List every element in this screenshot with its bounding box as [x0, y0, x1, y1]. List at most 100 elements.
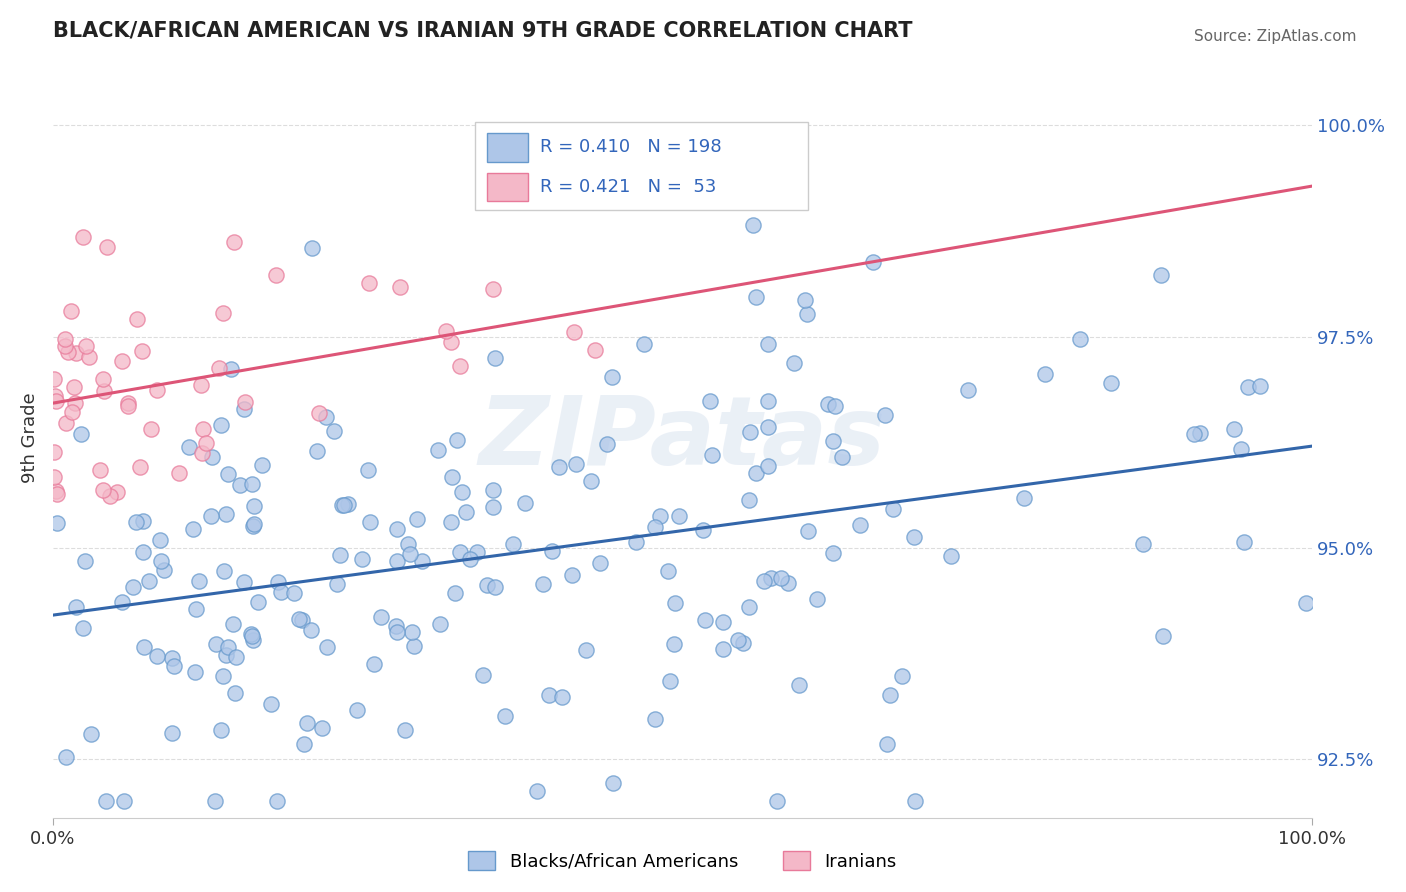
- Point: [46, 516, 69, 531]
- Point: [633, 337, 655, 351]
- Point: [315, 409, 337, 424]
- Point: [711, 642, 734, 657]
- Point: [131, 343, 153, 358]
- Text: R = 0.421   N =  53: R = 0.421 N = 53: [540, 178, 717, 196]
- Point: [112, 795, 135, 809]
- Point: [190, 378, 212, 392]
- Point: [384, 619, 406, 633]
- Point: [429, 616, 451, 631]
- Point: [756, 337, 779, 351]
- Point: [1182, 427, 1205, 442]
- Point: [132, 545, 155, 559]
- FancyBboxPatch shape: [488, 172, 527, 202]
- Point: [240, 629, 263, 643]
- Point: [1249, 378, 1271, 392]
- Point: [72, 230, 94, 244]
- Point: [215, 507, 238, 521]
- Point: [200, 508, 222, 523]
- Legend: Blacks/African Americans, Iranians: Blacks/African Americans, Iranians: [461, 844, 904, 878]
- Point: [60, 404, 83, 418]
- Point: [1033, 368, 1056, 382]
- Point: [224, 686, 246, 700]
- Point: [738, 493, 761, 508]
- Point: [823, 434, 845, 448]
- Point: [596, 437, 619, 451]
- Point: [733, 636, 755, 650]
- Point: [451, 485, 474, 500]
- Point: [770, 571, 793, 585]
- Point: [957, 383, 980, 397]
- Point: [1236, 380, 1258, 394]
- Point: [55, 750, 77, 764]
- Point: [77, 350, 100, 364]
- Point: [766, 795, 789, 809]
- Point: [53, 338, 76, 352]
- Point: [399, 547, 422, 561]
- Point: [891, 668, 914, 682]
- Point: [402, 640, 425, 654]
- Point: [316, 640, 339, 654]
- Point: [63, 395, 86, 409]
- Point: [548, 459, 571, 474]
- Point: [184, 665, 207, 680]
- Point: [644, 713, 666, 727]
- Point: [160, 726, 183, 740]
- Point: [65, 346, 87, 360]
- Point: [882, 502, 904, 516]
- Point: [394, 723, 416, 738]
- Point: [446, 433, 468, 447]
- Point: [346, 702, 368, 716]
- Point: [538, 688, 561, 702]
- Point: [873, 408, 896, 422]
- Point: [146, 383, 169, 397]
- Point: [337, 497, 360, 511]
- Point: [291, 613, 314, 627]
- Point: [939, 549, 962, 563]
- Point: [602, 776, 624, 790]
- Point: [209, 418, 232, 433]
- Point: [824, 399, 846, 413]
- Point: [149, 533, 172, 548]
- Point: [89, 463, 111, 477]
- Point: [56, 345, 79, 359]
- Point: [449, 545, 471, 559]
- Point: [205, 638, 228, 652]
- Point: [1152, 628, 1174, 642]
- Point: [526, 784, 548, 798]
- Point: [806, 592, 828, 607]
- Point: [350, 552, 373, 566]
- Point: [1295, 596, 1317, 610]
- Point: [98, 489, 121, 503]
- Point: [122, 581, 145, 595]
- Point: [797, 524, 820, 539]
- Point: [711, 615, 734, 630]
- Point: [301, 241, 323, 255]
- Point: [80, 727, 103, 741]
- Point: [359, 277, 381, 291]
- Point: [70, 427, 93, 442]
- Point: [401, 625, 423, 640]
- Point: [93, 384, 115, 399]
- Point: [745, 466, 768, 480]
- Point: [305, 444, 328, 458]
- Point: [565, 457, 588, 471]
- Point: [326, 577, 349, 591]
- Point: [129, 460, 152, 475]
- Point: [163, 658, 186, 673]
- Point: [482, 483, 505, 498]
- Point: [243, 499, 266, 513]
- Point: [664, 596, 686, 610]
- Point: [564, 325, 586, 339]
- Point: [233, 395, 256, 409]
- Point: [589, 556, 612, 570]
- Point: [270, 585, 292, 599]
- Point: [240, 626, 263, 640]
- Point: [283, 586, 305, 600]
- Point: [454, 504, 477, 518]
- Point: [299, 623, 322, 637]
- Point: [583, 343, 606, 357]
- Point: [42, 470, 65, 484]
- Point: [482, 500, 505, 515]
- Text: R = 0.410   N = 198: R = 0.410 N = 198: [540, 138, 721, 156]
- Point: [385, 522, 408, 536]
